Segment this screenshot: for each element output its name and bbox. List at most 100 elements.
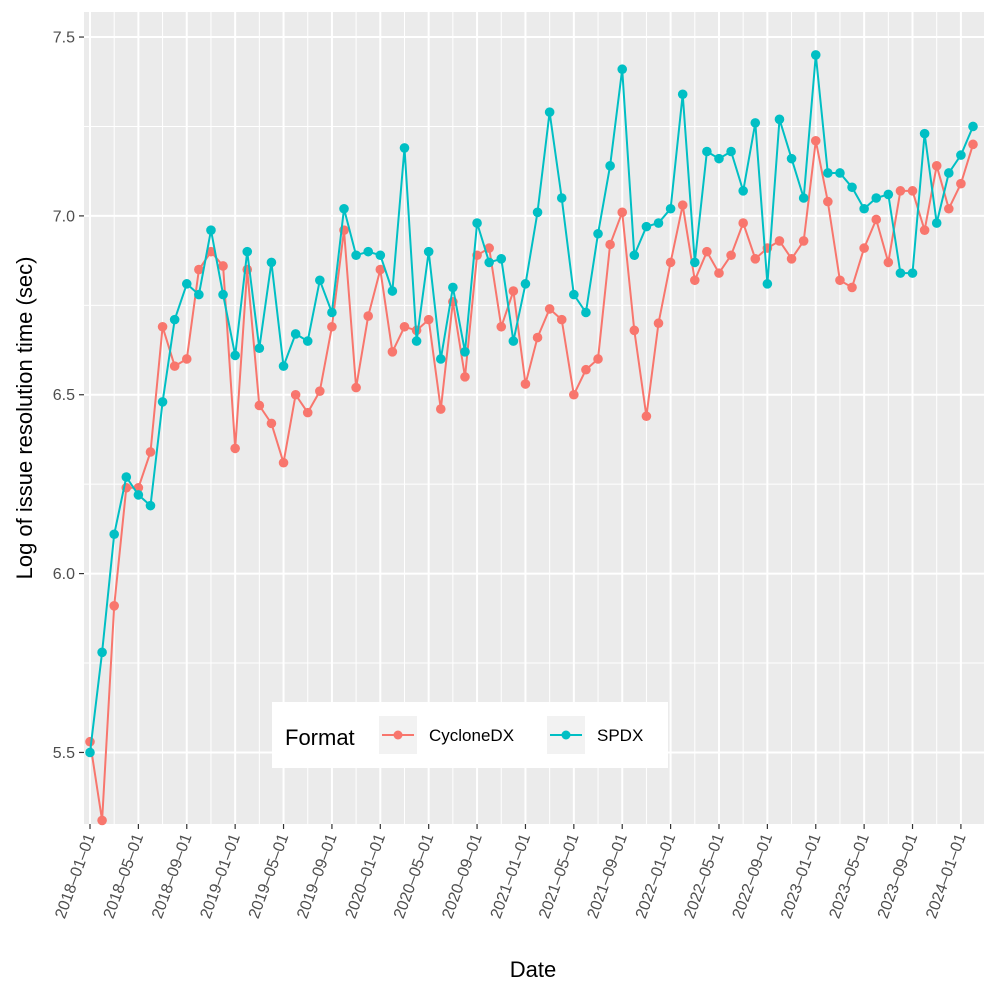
data-point-spdx — [532, 207, 543, 218]
x-tick-label: 2019–01–01 — [198, 831, 244, 921]
data-point-cyclonedx — [798, 236, 809, 246]
data-point-spdx — [714, 153, 724, 164]
data-point-spdx — [230, 350, 240, 361]
data-point-spdx — [121, 472, 132, 482]
y-tick-label: 5.5 — [53, 745, 75, 762]
data-point-cyclonedx — [532, 332, 543, 343]
data-point-cyclonedx — [302, 407, 313, 418]
x-axis: 2018–01–01 2018–05–01 2018–09–01 2019–01–01… — [52, 824, 970, 921]
x-axis-title: Date — [510, 957, 556, 982]
data-point-spdx — [85, 747, 95, 758]
data-point-spdx — [508, 336, 519, 346]
data-point-cyclonedx — [702, 246, 712, 257]
data-point-spdx — [859, 203, 869, 214]
data-point-spdx — [254, 343, 265, 354]
data-point-spdx — [883, 189, 894, 200]
minor-gridlines — [84, 12, 984, 824]
data-point-spdx — [448, 282, 458, 293]
data-point-cyclonedx — [919, 225, 930, 236]
data-point-cyclonedx — [907, 186, 918, 196]
data-point-cyclonedx — [774, 236, 785, 246]
x-tick-label: 2023–09–01 — [875, 831, 921, 921]
data-point-cyclonedx — [569, 389, 579, 400]
data-point-cyclonedx — [738, 218, 748, 228]
series-layer — [85, 50, 978, 826]
data-point-spdx — [218, 289, 228, 300]
data-point-cyclonedx — [315, 386, 325, 396]
data-point-cyclonedx — [278, 457, 289, 468]
data-point-spdx — [617, 64, 628, 75]
data-point-cyclonedx — [97, 815, 107, 826]
x-tick-label: 2020–01–01 — [343, 831, 389, 921]
data-point-spdx — [157, 397, 168, 407]
data-point-spdx — [411, 336, 422, 346]
data-point-spdx — [786, 153, 797, 164]
legend-label-cyclonedx: CycloneDX — [429, 726, 514, 745]
data-point-spdx — [726, 146, 736, 157]
x-tick-label: 2021–05–01 — [536, 831, 582, 921]
data-point-cyclonedx — [544, 304, 555, 314]
data-point-spdx — [871, 193, 882, 203]
x-tick-label: 2022–05–01 — [681, 831, 727, 921]
x-tick-label: 2019–09–01 — [294, 831, 340, 921]
data-point-spdx — [363, 246, 374, 257]
data-point-spdx — [520, 279, 531, 289]
x-tick-label: 2018–09–01 — [149, 831, 195, 921]
data-point-cyclonedx — [145, 447, 156, 457]
data-point-spdx — [242, 246, 253, 257]
data-point-spdx — [460, 347, 470, 357]
data-point-spdx — [302, 336, 313, 346]
y-tick-label: 6.0 — [53, 566, 75, 583]
data-point-cyclonedx — [254, 400, 265, 411]
data-point-cyclonedx — [266, 418, 277, 429]
data-point-cyclonedx — [230, 443, 240, 454]
data-point-cyclonedx — [750, 254, 761, 264]
data-point-spdx — [641, 221, 652, 232]
data-point-spdx — [181, 279, 192, 289]
data-point-spdx — [484, 257, 494, 268]
data-point-spdx — [496, 254, 507, 264]
data-point-spdx — [169, 314, 180, 325]
data-point-spdx — [375, 250, 386, 261]
legend-background — [272, 702, 668, 768]
data-point-spdx — [931, 218, 942, 228]
data-point-spdx — [399, 143, 410, 153]
data-point-cyclonedx — [665, 257, 676, 268]
data-point-spdx — [544, 107, 555, 117]
data-point-spdx — [823, 168, 833, 178]
data-point-cyclonedx — [218, 261, 228, 271]
data-point-spdx — [629, 250, 640, 261]
data-point-spdx — [689, 257, 700, 268]
data-point-cyclonedx — [641, 411, 652, 422]
data-point-spdx — [97, 647, 107, 658]
data-point-spdx — [109, 529, 119, 540]
series-line-cyclonedx — [89, 139, 974, 822]
series-cyclonedx — [85, 135, 978, 826]
data-point-cyclonedx — [387, 347, 398, 357]
x-tick-label: 2020–09–01 — [439, 831, 485, 921]
data-point-spdx — [194, 289, 204, 300]
y-tick-label: 6.5 — [53, 387, 75, 404]
data-point-cyclonedx — [786, 254, 797, 264]
data-point-cyclonedx — [351, 382, 361, 393]
legend-key-cyclonedx-dot — [393, 730, 403, 740]
data-point-spdx — [145, 500, 156, 511]
data-point-spdx — [556, 193, 567, 203]
data-point-spdx — [605, 161, 615, 171]
data-point-spdx — [387, 286, 398, 296]
data-point-cyclonedx — [810, 135, 821, 146]
data-point-cyclonedx — [617, 207, 628, 218]
data-point-cyclonedx — [520, 379, 531, 389]
data-point-spdx — [290, 329, 301, 339]
data-point-cyclonedx — [883, 257, 894, 268]
y-axis-title: Log of issue resolution time (sec) — [12, 257, 37, 580]
data-point-spdx — [315, 275, 325, 286]
data-point-cyclonedx — [399, 321, 410, 332]
data-point-cyclonedx — [109, 600, 119, 611]
data-point-cyclonedx — [726, 250, 736, 261]
data-point-cyclonedx — [968, 139, 978, 150]
y-tick-label: 7.5 — [53, 30, 75, 47]
x-tick-label: 2018–05–01 — [101, 831, 147, 921]
data-point-spdx — [351, 250, 361, 261]
